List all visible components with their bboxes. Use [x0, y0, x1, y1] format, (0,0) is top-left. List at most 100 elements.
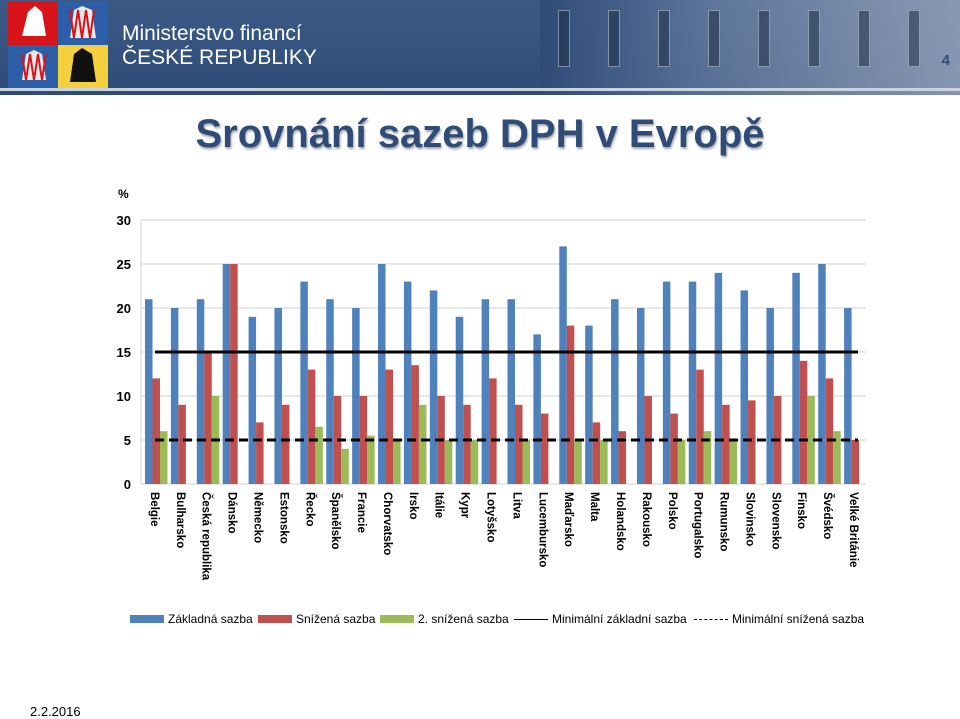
- legend-swatch-snizena: [258, 615, 292, 623]
- bar: [833, 431, 841, 484]
- y-tick-label: 15: [117, 345, 131, 360]
- checker-stripes: [69, 9, 95, 39]
- bar: [385, 369, 394, 484]
- bar: [248, 316, 257, 484]
- legend-label-snizena: Snížená sazba: [296, 612, 376, 626]
- x-tick-label: Irsko: [407, 492, 419, 520]
- bar: [792, 272, 800, 484]
- x-tick-label: Itálie: [433, 492, 445, 518]
- header-window: [858, 10, 870, 67]
- x-axis-labels: Belgie Bulharsko Česká republika Dánsko Něme…: [148, 492, 859, 581]
- bar: [326, 299, 334, 484]
- x-tick-label: Španělsko: [329, 492, 342, 550]
- bar: [522, 440, 530, 484]
- footer-date: 2.2.2016: [30, 704, 81, 719]
- x-tick-label: Portugalsko: [692, 492, 704, 558]
- bar: [507, 299, 515, 484]
- reference-lines: [155, 350, 858, 442]
- header-bar: Ministerstvo financí ČESKÉ REPUBLIKY: [0, 0, 960, 95]
- header-window: [808, 10, 820, 67]
- bar: [470, 440, 479, 484]
- bar: [367, 435, 375, 484]
- bar: [178, 404, 186, 484]
- bar: [378, 264, 386, 484]
- bar: [722, 404, 730, 484]
- x-tick-label: Rumunsko: [718, 492, 730, 551]
- bar: [230, 264, 238, 484]
- bar: [411, 365, 419, 484]
- bar: [559, 246, 567, 484]
- bar: [204, 352, 212, 484]
- bar: [740, 290, 749, 484]
- legend-swatch-zakladna: [130, 615, 164, 623]
- x-tick-label: Estonsko: [277, 492, 289, 544]
- eagle-icon: [70, 48, 96, 82]
- header-window: [658, 10, 670, 67]
- legend-line-min-snizena: [694, 619, 728, 620]
- chart-bars: [145, 246, 860, 484]
- x-tick-label: Slovensko: [769, 492, 781, 550]
- header-window: [608, 10, 620, 67]
- bar: [418, 404, 427, 484]
- bar: [515, 404, 523, 484]
- header-building-photo: [540, 0, 960, 95]
- header-divider: [0, 88, 960, 91]
- bar: [160, 431, 168, 484]
- legend-label-min-zakladni: Minimální základní sazba: [552, 612, 687, 626]
- header-window: [558, 10, 570, 67]
- bar: [315, 426, 323, 484]
- bar: [403, 281, 412, 484]
- bar: [851, 440, 860, 484]
- bar: [359, 396, 368, 484]
- legend-label-min-snizena: Minimální snížená sazba: [732, 612, 865, 626]
- x-tick-label: Litva: [510, 492, 522, 519]
- bar: [489, 378, 497, 484]
- bar: [703, 431, 712, 484]
- legend-line-min-zakladni: [514, 619, 548, 620]
- bar: [152, 378, 160, 484]
- bar: [300, 281, 308, 484]
- x-tick-label: Holandsko: [614, 492, 626, 551]
- y-tick-label: 5: [124, 433, 131, 448]
- x-tick-label: Finsko: [795, 492, 807, 529]
- x-tick-label: Dánsko: [226, 492, 238, 534]
- x-tick-label: Lotyšsko: [485, 492, 497, 543]
- legend-label-zakladna: Základná sazba: [168, 612, 253, 626]
- x-tick-label: Švédsko: [821, 492, 834, 539]
- x-tick-label: Bulharsko: [174, 492, 186, 548]
- bar: [844, 308, 852, 484]
- bar: [256, 422, 264, 484]
- y-tick-label: 25: [117, 257, 131, 272]
- bar: [748, 400, 756, 484]
- bar: [592, 422, 601, 484]
- bar: [677, 440, 686, 484]
- y-tick-label: 20: [117, 301, 131, 316]
- bar: [766, 308, 774, 484]
- bar: [714, 272, 723, 484]
- bar: [825, 378, 834, 484]
- bar: [636, 308, 645, 484]
- bar: [281, 404, 290, 484]
- chart-legend: Základná sazba Snížená sazba 2. snížená …: [130, 612, 870, 632]
- x-tick-label: Německo: [251, 492, 263, 543]
- bar: [566, 325, 575, 484]
- y-tick-label: 10: [117, 389, 131, 404]
- x-tick-label: Chorvatsko: [381, 492, 393, 555]
- vat-rates-chart: % 0 5 10 15 20 25 30 Belgie Bulharsko Česká repu…: [117, 187, 866, 581]
- legend-swatch-2-snizena: [380, 615, 414, 623]
- bar: [222, 264, 231, 484]
- bar: [481, 299, 490, 484]
- bar: [611, 299, 619, 484]
- bar: [429, 290, 438, 484]
- org-name-line1: Ministerstvo financí: [122, 22, 302, 45]
- bar: [455, 316, 464, 484]
- coat-of-arms-logo: [8, 2, 108, 88]
- bar: [696, 369, 704, 484]
- org-name-line2: ČESKÉ REPUBLIKY: [122, 46, 317, 69]
- x-tick-label: Slovinsko: [743, 492, 755, 546]
- bar: [274, 308, 282, 484]
- x-tick-label: Polsko: [666, 492, 678, 530]
- y-axis-ticks: 0 5 10 15 20 25 30: [117, 213, 131, 492]
- header-window: [908, 10, 920, 67]
- checker-stripes: [21, 53, 47, 81]
